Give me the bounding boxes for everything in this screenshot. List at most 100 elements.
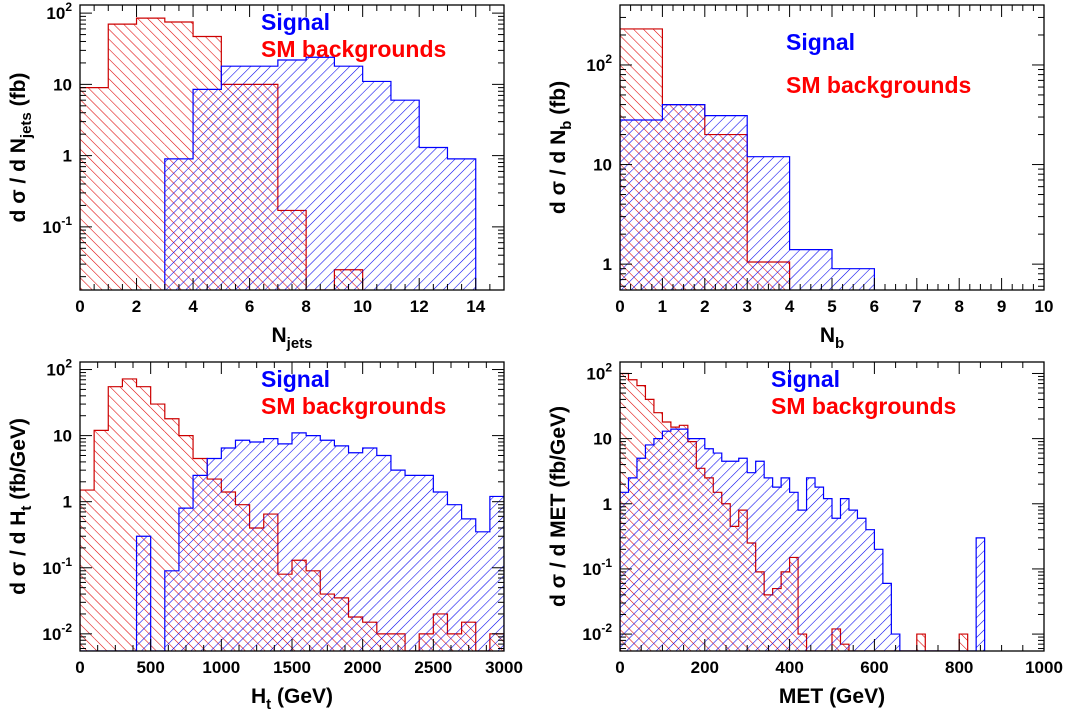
- signal-bin: [976, 537, 985, 651]
- signal-bin: [848, 510, 858, 651]
- signal-bin: [662, 104, 705, 290]
- signal-bin: [789, 249, 832, 290]
- signal-bin: [832, 518, 841, 651]
- chart-panel-3: 0 500 1000 1500 2000 2500 3000 102 10 1 10-1 10-2 Ht…: [7, 357, 523, 711]
- signal-bin: [891, 634, 900, 651]
- y-axis-label: d σ / d MET (fb/GeV): [547, 406, 570, 607]
- y-tick-label: 10-2: [582, 621, 612, 644]
- signal-bin: [865, 529, 875, 651]
- signal-bin: [320, 440, 335, 651]
- signal-bin: [704, 448, 714, 651]
- signal-bin: [277, 59, 307, 290]
- signal-series: [620, 428, 986, 651]
- plot-area: [620, 372, 986, 651]
- signal-bin: [874, 549, 883, 651]
- signal-bin: [207, 458, 222, 651]
- y-tick-label: 10-1: [42, 555, 72, 578]
- x-tick-label: 7: [912, 297, 921, 316]
- y-tick-label: 102: [46, 357, 72, 380]
- signal-bin: [755, 461, 765, 651]
- plot-area: [80, 378, 504, 651]
- y-tick-label: 102: [586, 52, 612, 75]
- x-tick-label: 8: [301, 297, 310, 316]
- y-tick-label: 10-1: [42, 214, 72, 237]
- signal-bin: [738, 458, 748, 651]
- legend-signal: Signal: [786, 29, 855, 55]
- background-bin: [94, 430, 109, 651]
- y-tick-label: 10-1: [582, 556, 612, 579]
- y-tick-label: 1: [63, 493, 72, 512]
- plot-area: [80, 17, 477, 290]
- signal-bin: [696, 438, 705, 651]
- signal-series: [164, 56, 477, 290]
- signal-series: [80, 432, 504, 651]
- background-bin: [150, 404, 165, 651]
- x-tick-label: 800: [945, 658, 973, 677]
- x-tick-label: 5: [827, 297, 836, 316]
- y-axis-label: d σ / d Ht (fb/GeV): [7, 418, 35, 595]
- signal-bin: [730, 461, 739, 651]
- signal-bin: [178, 508, 194, 651]
- y-tick-label: 1: [603, 495, 612, 514]
- legend-background: SM backgrounds: [261, 36, 446, 62]
- signal-bin: [447, 504, 462, 651]
- signal-bin: [489, 496, 504, 651]
- signal-bin: [636, 458, 646, 651]
- signal-bin: [249, 442, 264, 651]
- y-axis-label: d σ / d Nb (fb): [547, 81, 575, 214]
- chart-panel-1: 0 2 4 6 8 10 12 14 102 10 1 10-1 Njets d σ / d Njets …: [7, 0, 505, 352]
- x-tick-label: 500: [136, 658, 164, 677]
- signal-bin: [653, 438, 663, 651]
- signal-bin: [221, 447, 236, 651]
- x-axis-label: Ht (GeV): [251, 685, 333, 711]
- y-tick-label: 1: [603, 255, 612, 274]
- background-bin: [108, 24, 137, 290]
- signal-bin: [475, 531, 490, 651]
- y-tick-label: 10: [53, 427, 72, 446]
- legend-background: SM backgrounds: [771, 393, 956, 419]
- signal-bin: [390, 100, 420, 290]
- x-tick-label: 400: [775, 658, 803, 677]
- x-tick-label: 14: [466, 297, 485, 316]
- y-tick-label: 1: [63, 147, 72, 166]
- signal-bin: [164, 570, 179, 651]
- x-tick-label: 10: [353, 297, 372, 316]
- signal-bin: [334, 445, 349, 651]
- signal-bin: [447, 158, 476, 290]
- signal-bin: [764, 477, 773, 651]
- signal-outline: [620, 103, 875, 290]
- background-bin: [80, 87, 109, 290]
- x-tick-label: 4: [785, 297, 795, 316]
- signal-bin: [747, 472, 756, 651]
- signal-bin: [193, 475, 208, 651]
- legend-background: SM backgrounds: [786, 72, 971, 98]
- x-tick-label: 9: [997, 297, 1006, 316]
- signal-bin: [620, 120, 663, 290]
- signal-bin: [721, 461, 731, 651]
- x-tick-label: 2: [700, 297, 709, 316]
- signal-bin: [235, 440, 250, 651]
- signal-bin: [419, 475, 434, 651]
- signal-outline: [620, 428, 986, 651]
- signal-series: [620, 103, 875, 290]
- signal-bin: [306, 435, 321, 651]
- y-tick-label: 10: [593, 156, 612, 175]
- x-tick-label: 2000: [344, 658, 382, 677]
- x-tick-label: 200: [691, 658, 719, 677]
- signal-bin: [747, 156, 790, 290]
- signal-bin: [840, 498, 849, 651]
- signal-bin: [263, 438, 278, 651]
- signal-bin: [405, 475, 420, 651]
- signal-bin: [662, 431, 671, 651]
- background-bin: [108, 386, 123, 651]
- signal-bin: [628, 477, 637, 651]
- legend-signal: Signal: [261, 9, 330, 35]
- signal-bin: [789, 492, 799, 651]
- x-tick-label: 8: [954, 297, 963, 316]
- signal-bin: [164, 158, 194, 290]
- signal-bin: [815, 487, 824, 651]
- legend-signal: Signal: [771, 366, 840, 392]
- legend-signal: Signal: [261, 366, 330, 392]
- legend-background: SM backgrounds: [261, 393, 446, 419]
